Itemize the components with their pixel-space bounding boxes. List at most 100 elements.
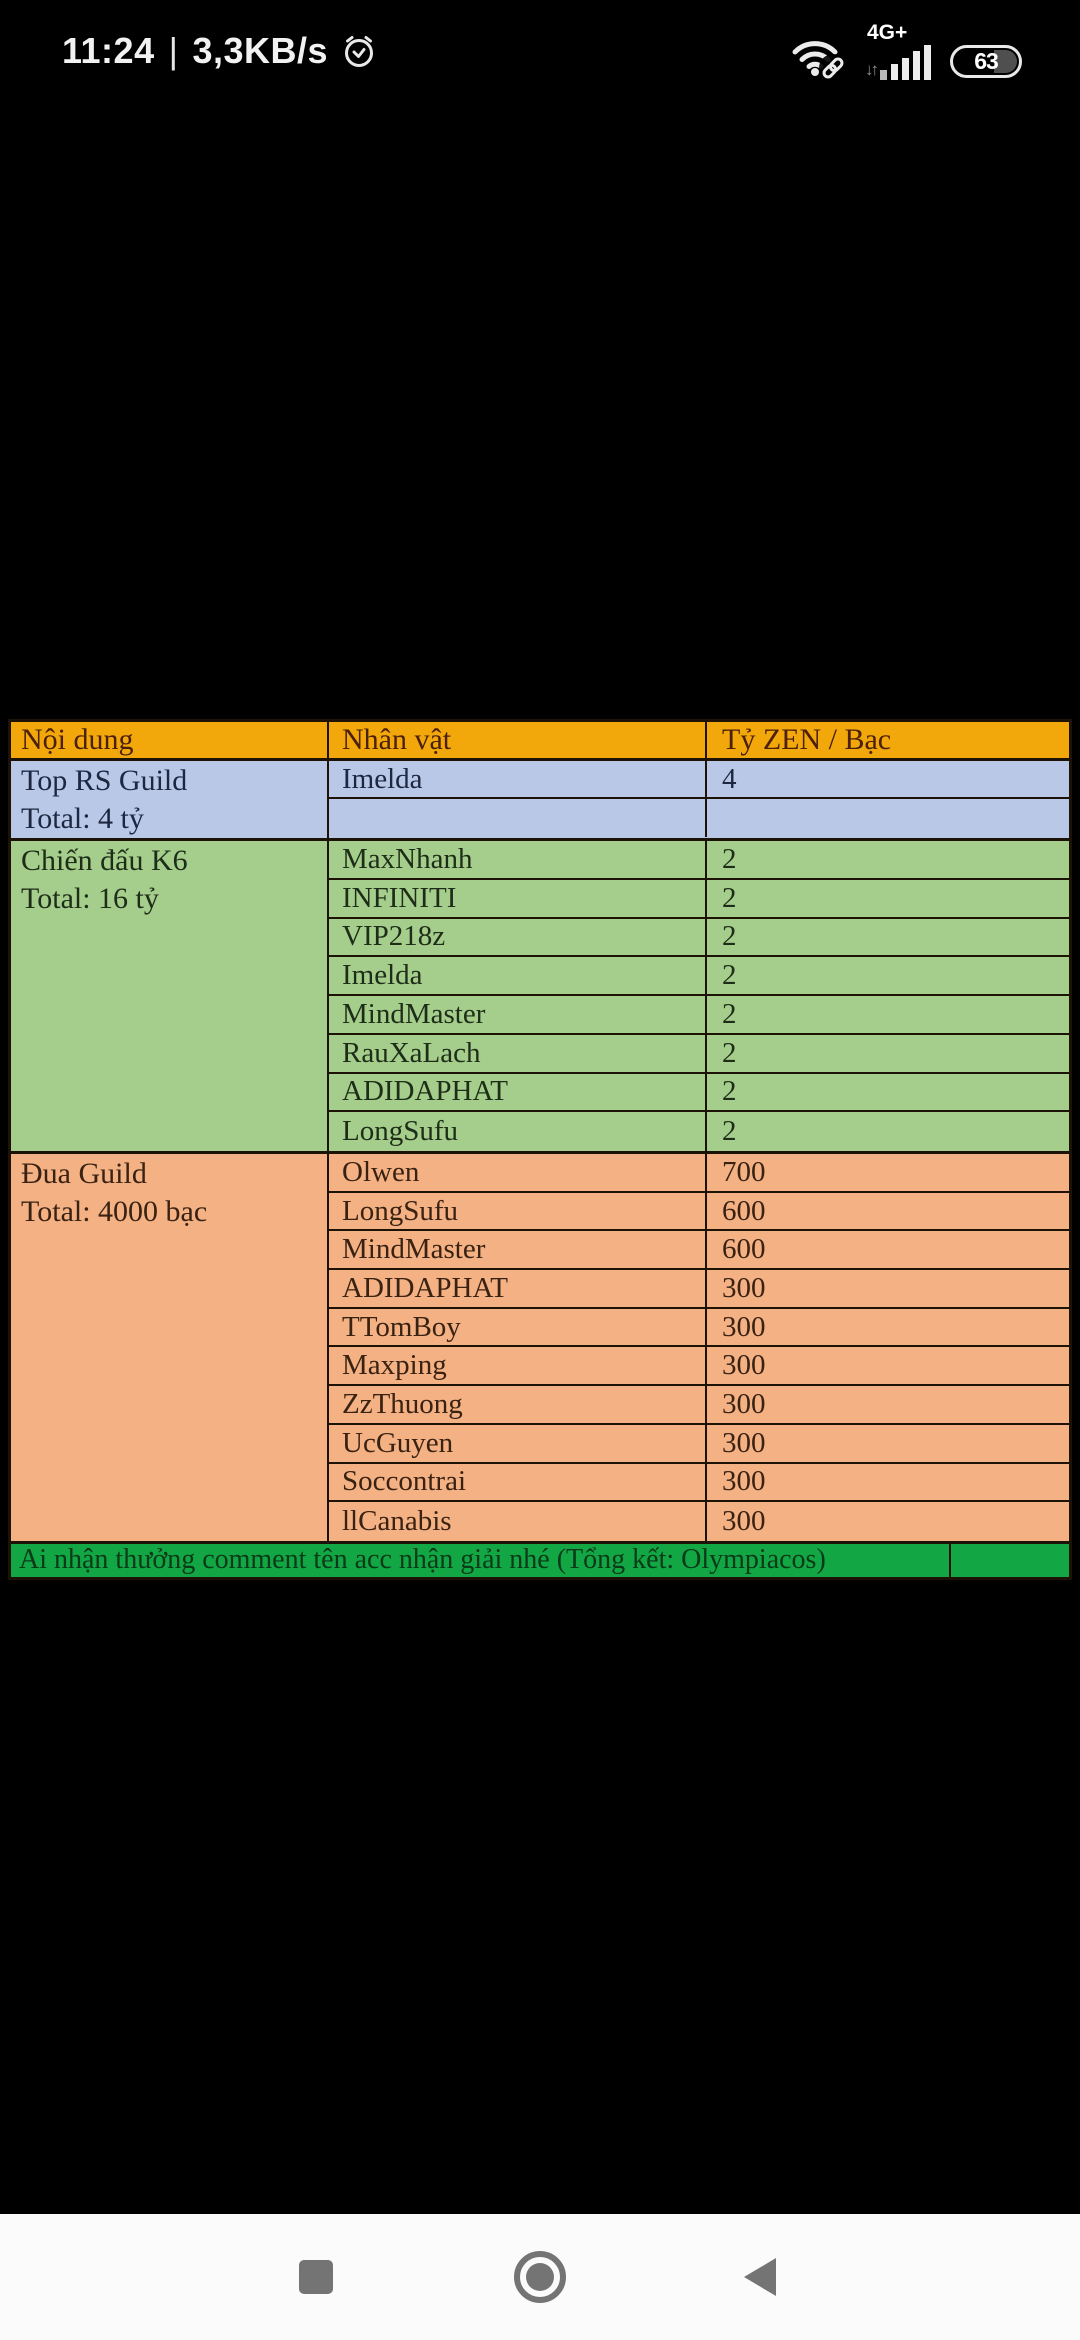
section-title: Đua Guild xyxy=(21,1157,147,1190)
player-name xyxy=(329,799,707,837)
reward-value: 2 xyxy=(722,1115,737,1148)
wifi-hotspot-icon xyxy=(792,41,847,80)
home-button[interactable] xyxy=(514,2251,566,2303)
home-icon xyxy=(526,2263,554,2291)
data-arrows-icon: ↓↑ xyxy=(865,60,879,79)
player-name: RauXaLach xyxy=(329,1034,707,1072)
footer-text: Ai nhận thưởng comment tên acc nhận giải… xyxy=(19,1544,826,1576)
table-row: Imelda 4 xyxy=(329,761,1069,799)
reward-value: 300 xyxy=(722,1465,766,1498)
player-name: ADIDAPHAT xyxy=(329,1073,707,1111)
reward-value: 600 xyxy=(722,1194,766,1227)
signal-bars-icon xyxy=(880,45,931,80)
battery-percent: 63 xyxy=(974,48,999,74)
table-row: MindMaster 600 xyxy=(329,1231,1069,1271)
section-chien-dau-k6: Chiến đấu K6 Total: 16 tỷ MaxNhanh 2 INF… xyxy=(11,841,1069,1154)
android-navigation-bar xyxy=(0,2214,1080,2340)
section-subtitle: Total: 16 tỷ xyxy=(21,882,159,915)
section-label: Chiến đấu K6 Total: 16 tỷ xyxy=(11,841,329,1151)
battery-fill xyxy=(994,50,1017,73)
reward-value: 300 xyxy=(722,1505,766,1538)
reward-value: 300 xyxy=(722,1310,766,1343)
link-badge-icon xyxy=(819,54,847,80)
section-subtitle: Total: 4 tỷ xyxy=(21,802,144,835)
back-button[interactable] xyxy=(744,2258,776,2296)
player-name: MindMaster xyxy=(329,1231,707,1269)
table-row: ADIDAPHAT 2 xyxy=(329,1073,1069,1113)
section-title: Top RS Guild xyxy=(21,764,188,797)
reward-value: 700 xyxy=(722,1155,766,1188)
table-row: ZzThuong 300 xyxy=(329,1386,1069,1425)
section-title: Chiến đấu K6 xyxy=(21,844,188,877)
reward-value: 2 xyxy=(722,920,737,953)
table-row: LongSufu 2 xyxy=(329,1112,1069,1151)
table-row: INFINITI 2 xyxy=(329,879,1069,919)
reward-value: 2 xyxy=(722,1036,737,1069)
table-row: MindMaster 2 xyxy=(329,996,1069,1035)
player-name: LongSufu xyxy=(329,1112,707,1151)
player-name: TTomBoy xyxy=(329,1308,707,1346)
reward-value: 2 xyxy=(722,997,737,1030)
network-type-label: 4G+ xyxy=(867,21,908,44)
table-row: Maxping 300 xyxy=(329,1347,1069,1387)
battery-indicator: 63 xyxy=(950,45,1022,78)
reward-value: 300 xyxy=(722,1271,766,1304)
table-row: RauXaLach 2 xyxy=(329,1034,1069,1074)
reward-value: 300 xyxy=(722,1426,766,1459)
table-footer-note: Ai nhận thưởng comment tên acc nhận giải… xyxy=(11,1540,1069,1577)
section-top-rs-guild: Top RS Guild Total: 4 tỷ Imelda 4 xyxy=(11,761,1069,841)
player-name: Imelda xyxy=(329,761,707,797)
table-row xyxy=(329,799,1069,837)
network-speed: 3,3KB/s xyxy=(192,30,329,71)
table-row: UcGuyen 300 xyxy=(329,1424,1069,1464)
player-name: MaxNhanh xyxy=(329,841,707,878)
table-row: MaxNhanh 2 xyxy=(329,841,1069,880)
player-name: MindMaster xyxy=(329,996,707,1033)
table-header-row: Nội dung Nhân vật Tỷ ZEN / Bạc xyxy=(11,722,1069,761)
reward-value: 2 xyxy=(722,881,737,914)
header-nhan-vat: Nhân vật xyxy=(329,722,707,758)
reward-value: 2 xyxy=(722,959,737,992)
player-name: Soccontrai xyxy=(329,1463,707,1501)
clock: 11:24 xyxy=(62,30,155,71)
reward-value xyxy=(707,799,1069,837)
alarm-clock-icon xyxy=(345,36,374,67)
player-name: UcGuyen xyxy=(329,1424,707,1462)
table-row: ADIDAPHAT 300 xyxy=(329,1270,1069,1309)
player-name: INFINITI xyxy=(329,879,707,917)
player-name: ADIDAPHAT xyxy=(329,1270,707,1307)
player-name: ZzThuong xyxy=(329,1386,707,1423)
footer-cell-divider xyxy=(949,1543,951,1577)
table-row: LongSufu 600 xyxy=(329,1192,1069,1232)
player-name: VIP218z xyxy=(329,918,707,956)
reward-value: 600 xyxy=(722,1233,766,1266)
header-noi-dung: Nội dung xyxy=(11,722,329,758)
reward-value: 2 xyxy=(722,842,737,875)
section-subtitle: Total: 4000 bạc xyxy=(21,1195,208,1228)
table-row: Imelda 2 xyxy=(329,957,1069,996)
player-name: Maxping xyxy=(329,1347,707,1385)
cellular-cluster: 4G+ ↓↑ xyxy=(865,22,934,80)
table-row: VIP218z 2 xyxy=(329,918,1069,958)
status-right-cluster: 4G+ ↓↑ 63 xyxy=(789,22,1022,80)
status-separator: | xyxy=(168,30,179,71)
header-ty-zen-bac: Tỷ ZEN / Bạc xyxy=(722,723,892,756)
table-row: Olwen 700 xyxy=(329,1154,1069,1193)
section-dua-guild: Đua Guild Total: 4000 bạc Olwen 700 Long… xyxy=(11,1154,1069,1541)
status-bar: 11:24 | 3,3KB/s 4G+ ↓↑ xyxy=(0,0,1080,96)
player-name: LongSufu xyxy=(329,1192,707,1230)
reward-value: 2 xyxy=(722,1075,737,1108)
player-name: Olwen xyxy=(329,1154,707,1191)
player-name: llCanabis xyxy=(329,1502,707,1541)
recents-button[interactable] xyxy=(299,2260,333,2294)
reward-value: 300 xyxy=(722,1387,766,1420)
rewards-table-image[interactable]: Nội dung Nhân vật Tỷ ZEN / Bạc Top RS Gu… xyxy=(8,719,1072,1580)
table-row: llCanabis 300 xyxy=(329,1502,1069,1541)
player-name: Imelda xyxy=(329,957,707,994)
section-label: Top RS Guild Total: 4 tỷ xyxy=(11,761,329,838)
status-left-cluster: 11:24 | 3,3KB/s xyxy=(62,30,378,72)
table-row: TTomBoy 300 xyxy=(329,1308,1069,1348)
reward-value: 4 xyxy=(722,762,737,795)
reward-value: 300 xyxy=(722,1349,766,1382)
section-label: Đua Guild Total: 4000 bạc xyxy=(11,1154,329,1541)
